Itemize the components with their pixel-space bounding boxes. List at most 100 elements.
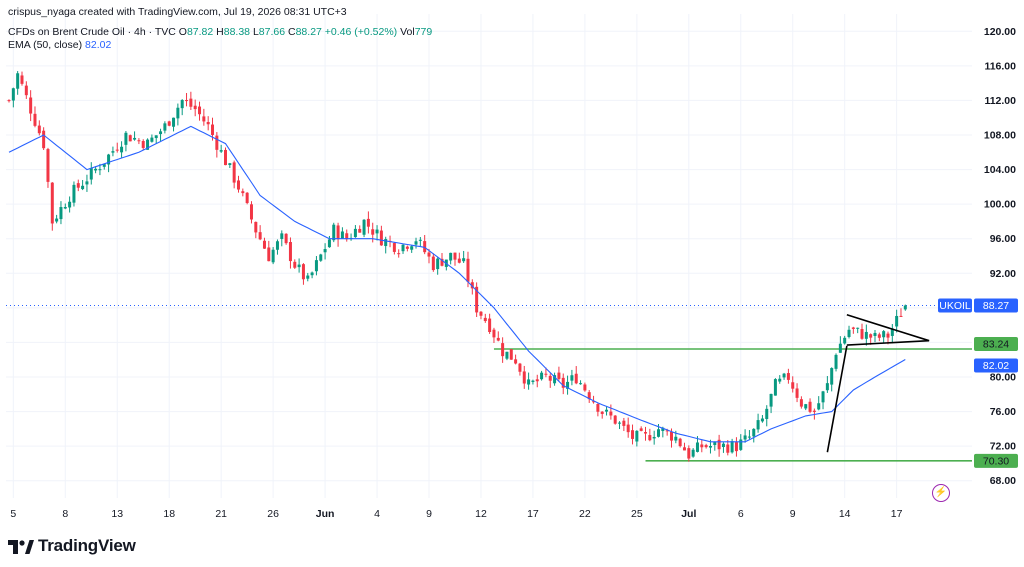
candle-body: [59, 207, 63, 220]
candle-body: [427, 252, 431, 257]
time-axis[interactable]: 5 8 13 18 21 26 Jun 4 9 12 17 22 25 Jul 6 9 14 17: [10, 508, 902, 520]
symbol-name: CFDs on Brent Crude Oil · 4h · TVC: [8, 26, 176, 38]
candle-body: [843, 337, 847, 344]
candle-body: [7, 100, 11, 102]
candle-body: [812, 410, 816, 412]
candle-body: [639, 428, 643, 431]
candle-body: [674, 436, 678, 441]
symbol-legend[interactable]: CFDs on Brent Crude Oil · 4h · TVC O87.8…: [8, 26, 432, 39]
price-axis-tag: [974, 358, 1018, 373]
candle-body: [730, 441, 734, 453]
y-tick-label: 96.00: [990, 233, 1016, 245]
candle-body: [531, 380, 535, 382]
candle-body: [241, 191, 245, 194]
candle-body: [778, 378, 782, 382]
candle-body: [622, 420, 626, 426]
candle-body: [613, 415, 617, 424]
candle-body: [137, 140, 141, 142]
candle-body: [838, 343, 842, 353]
candle-body: [258, 232, 262, 240]
x-tick-label: 12: [475, 508, 487, 520]
candle-body: [401, 244, 405, 252]
ema-label: EMA (50, close): [8, 39, 83, 51]
price-axis[interactable]: 68.0072.0076.0080.0084.0088.0092.0096.00…: [984, 26, 1016, 487]
candle-body: [55, 218, 59, 222]
high-label: H: [216, 26, 224, 38]
candle-body: [483, 317, 487, 322]
y-tick-label: 116.00: [984, 60, 1016, 72]
candle-body: [895, 315, 899, 327]
candle-body: [825, 383, 829, 391]
y-tick-label: 72.00: [990, 441, 1016, 453]
candle-body: [540, 372, 544, 380]
candle-body: [700, 444, 704, 448]
candle-body: [466, 258, 470, 282]
candle-body: [384, 239, 388, 247]
candle-body: [423, 241, 427, 253]
candle-body: [198, 106, 202, 115]
tradingview-logo[interactable]: TradingView: [8, 536, 136, 556]
candle-body: [557, 372, 561, 379]
candle-body: [202, 116, 206, 122]
candle-body: [648, 435, 652, 441]
candle-body: [886, 333, 890, 338]
candle-body: [618, 422, 622, 424]
candle-body: [609, 411, 613, 416]
candle-body: [180, 100, 184, 109]
candle-body: [275, 241, 279, 250]
y-tick-label: 100.00: [984, 199, 1016, 211]
candle-body: [799, 399, 803, 407]
x-tick-label: 13: [111, 508, 123, 520]
candle-body: [527, 379, 531, 385]
candle-body: [379, 230, 383, 246]
candle-body: [98, 169, 102, 171]
candle-body: [492, 329, 496, 338]
candle-body: [864, 331, 868, 339]
candle-body: [817, 403, 821, 410]
lightning-icon[interactable]: ⚡: [932, 484, 950, 502]
y-tick-label: 112.00: [984, 95, 1016, 107]
candle-body: [708, 446, 712, 448]
symbol-price-tag: [938, 298, 972, 313]
price-tag-label: 82.02: [983, 360, 1009, 372]
candle-body: [185, 100, 189, 102]
candle-body: [847, 329, 851, 338]
candle-body: [462, 258, 466, 262]
x-tick-label: 9: [426, 508, 432, 520]
candle-body: [310, 272, 314, 276]
candle-body: [219, 150, 223, 152]
candle-body: [453, 252, 457, 260]
high-value: 88.38: [223, 26, 251, 38]
candle-body: [834, 354, 838, 369]
candle-body: [704, 445, 708, 448]
candle-body: [436, 258, 440, 270]
candle-body: [882, 331, 886, 338]
candle-body: [76, 183, 80, 188]
ema-legend[interactable]: EMA (50, close) 82.02: [8, 39, 111, 52]
price-axis-tag: [974, 453, 1018, 468]
candle-body: [141, 141, 145, 148]
candle-body: [678, 438, 682, 447]
y-tick-label: 76.00: [990, 406, 1016, 418]
candle-body: [267, 247, 271, 262]
candle-body: [72, 184, 76, 203]
candle-body: [33, 113, 37, 126]
candle-body: [340, 231, 344, 239]
x-tick-label: 17: [527, 508, 539, 520]
candle-body: [336, 225, 340, 240]
candle-body: [81, 185, 85, 190]
candle-body: [574, 373, 578, 384]
candle-body: [128, 135, 132, 142]
author-text: crispus_nyaga created with TradingView.c…: [8, 6, 347, 18]
candle-body: [773, 379, 777, 396]
x-tick-label: 5: [10, 508, 16, 520]
candle-body: [410, 246, 414, 250]
candle-body: [808, 401, 812, 412]
x-tick-label: 18: [163, 508, 175, 520]
candle-body: [869, 334, 873, 338]
candle-body: [167, 121, 171, 126]
candle-body: [50, 182, 54, 224]
candle-body: [566, 381, 570, 389]
candle-body: [236, 180, 240, 190]
